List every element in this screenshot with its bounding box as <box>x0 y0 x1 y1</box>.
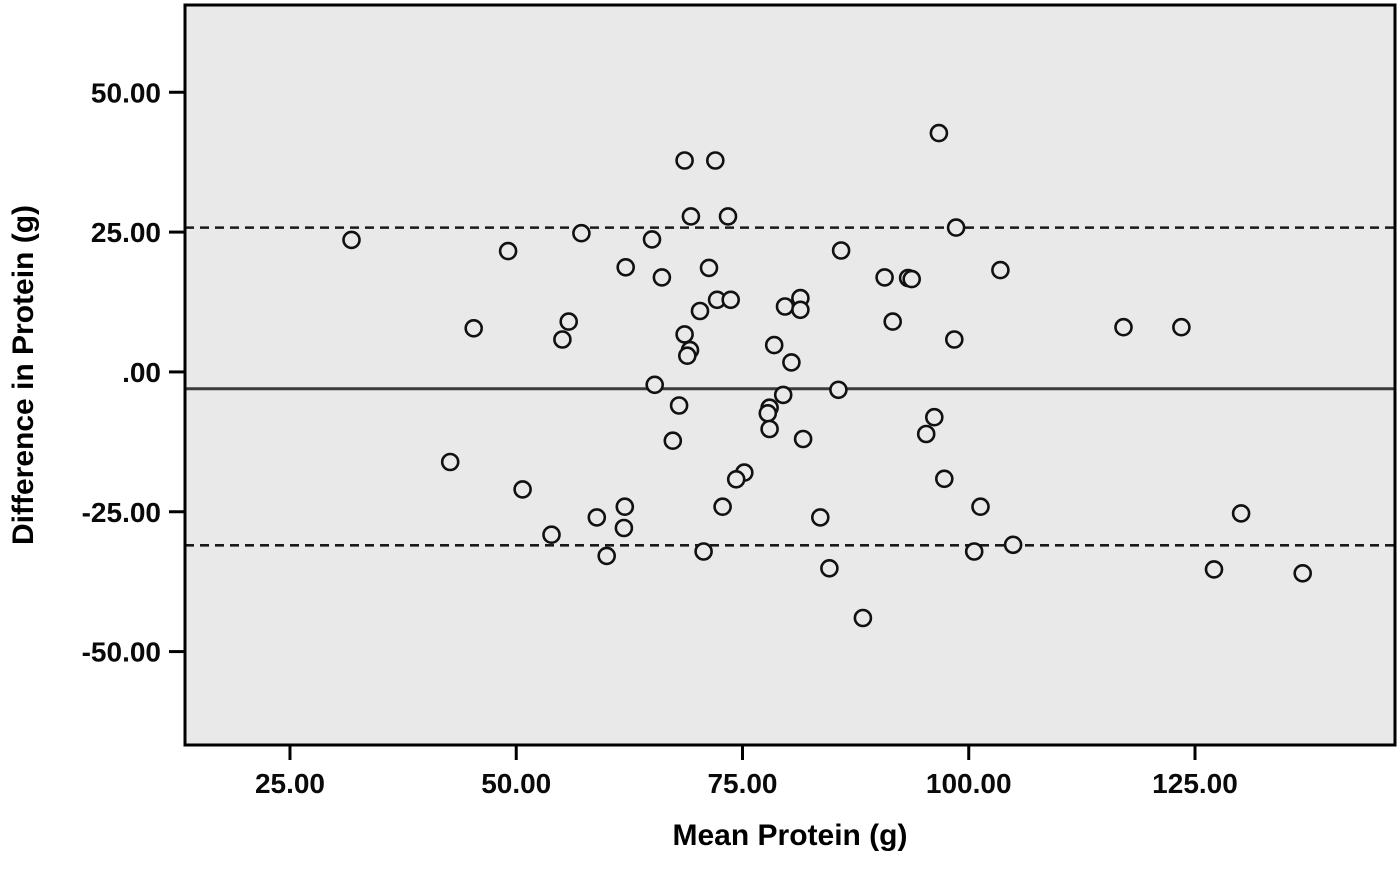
x-axis-title: Mean Protein (g) <box>672 819 907 852</box>
data-point-marker <box>853 608 873 628</box>
data-point-marker <box>1003 535 1023 555</box>
data-point-marker <box>690 301 710 321</box>
data-point-marker <box>964 542 984 561</box>
data-point-marker <box>652 268 672 287</box>
data-point-marker <box>597 546 617 566</box>
data-point-marker <box>793 429 813 449</box>
data-point-marker <box>675 151 694 170</box>
data-point-marker <box>440 452 460 472</box>
y-tick-label: -50.00 <box>82 637 161 668</box>
y-tick-label: 25.00 <box>91 217 161 248</box>
data-point-marker <box>760 419 779 439</box>
data-point-marker <box>829 380 848 400</box>
data-point-marker <box>513 480 532 499</box>
data-point-marker <box>615 497 635 517</box>
data-point-marker <box>773 385 793 405</box>
data-point-marker <box>758 403 778 423</box>
data-point-marker <box>875 268 894 287</box>
data-point-marker <box>883 312 903 331</box>
ticks-layer: 25.00 50.00 75.00 100.00 125.00 50.00 25.00 .00… <box>82 77 1238 799</box>
data-point-marker <box>587 508 607 527</box>
data-point-marker <box>820 558 839 578</box>
data-point-marker <box>718 207 738 226</box>
data-point-marker <box>645 375 665 395</box>
y-tick-label: -25.00 <box>82 497 161 528</box>
data-point-marker <box>542 525 561 545</box>
data-point-marker <box>681 207 701 226</box>
data-point-marker <box>924 407 944 427</box>
data-point-marker <box>929 123 949 143</box>
data-point-marker <box>791 300 810 320</box>
x-tick-label: 50.00 <box>481 768 551 799</box>
data-point-marker <box>699 258 719 278</box>
data-point-marker <box>694 542 713 561</box>
data-point-marker <box>1114 317 1133 337</box>
data-point-marker <box>916 424 936 444</box>
data-point-marker <box>810 508 830 527</box>
data-point-marker <box>572 223 591 243</box>
x-tick-label: 100.00 <box>926 768 1012 799</box>
x-tick-label: 25.00 <box>255 768 325 799</box>
data-point-marker <box>902 269 922 289</box>
data-point-marker <box>464 318 484 338</box>
data-point-marker <box>944 330 964 349</box>
data-point-marker <box>677 346 697 366</box>
plot-border <box>183 3 1397 747</box>
data-point-marker <box>1293 563 1312 583</box>
data-point-marker <box>616 257 636 277</box>
data-point-marker <box>934 469 954 489</box>
data-point-marker <box>1231 504 1251 523</box>
data-point-marker <box>782 353 801 372</box>
data-point-marker <box>1172 317 1191 337</box>
data-point-marker <box>559 312 579 331</box>
data-point-marker <box>553 330 572 349</box>
data-point-marker <box>705 151 725 170</box>
data-point-marker <box>946 218 966 237</box>
data-points-layer <box>342 123 1312 628</box>
data-point-marker <box>726 469 746 489</box>
data-point-marker <box>775 297 795 316</box>
data-point-marker <box>669 396 689 415</box>
data-point-marker <box>675 325 694 344</box>
y-tick-label: .00 <box>122 357 161 388</box>
data-point-marker <box>642 230 662 249</box>
data-point-marker <box>721 290 741 310</box>
data-point-marker <box>498 241 518 261</box>
data-point-marker <box>713 497 732 517</box>
data-point-marker <box>831 241 851 260</box>
data-point-marker <box>764 335 784 355</box>
data-point-marker <box>971 497 990 517</box>
data-point-marker <box>663 431 683 451</box>
y-axis-title: Difference in Protein (g) <box>7 205 40 545</box>
data-point-marker <box>1204 560 1224 579</box>
x-tick-label: 125.00 <box>1152 768 1238 799</box>
data-point-marker <box>991 260 1010 280</box>
y-tick-label: 50.00 <box>91 77 161 108</box>
x-tick-label: 75.00 <box>707 768 777 799</box>
data-point-marker <box>614 518 634 538</box>
plot-background <box>185 5 1395 745</box>
data-point-marker <box>342 230 361 250</box>
